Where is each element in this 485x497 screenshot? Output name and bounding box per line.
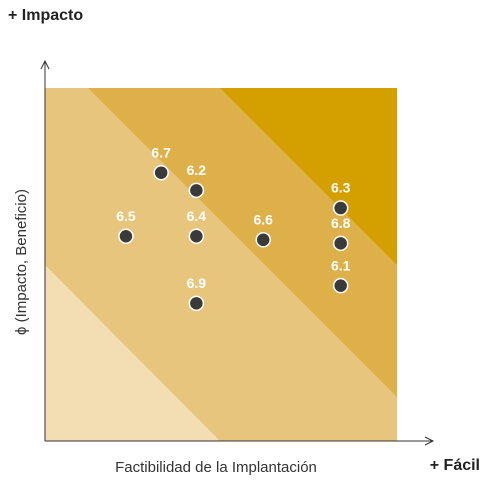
y-arrow <box>40 59 50 70</box>
point-label: 6.5 <box>116 208 136 224</box>
corner-x-label: + Fácil <box>430 457 480 474</box>
x-axis-title: Factibilidad de la Implantación <box>115 459 317 476</box>
point-label: 6.2 <box>187 162 207 178</box>
point-label: 6.3 <box>331 180 351 196</box>
point <box>188 182 205 199</box>
band <box>45 265 220 441</box>
band <box>220 88 397 265</box>
corner-y-label: + Impacto <box>8 7 83 24</box>
point-label: 6.8 <box>331 215 351 231</box>
x-arrow <box>424 436 435 446</box>
background-bands <box>45 88 397 441</box>
y-axis-title: ϕ (Impacto, Beneficio) <box>13 189 30 335</box>
point <box>332 235 349 252</box>
point <box>188 228 205 245</box>
point-label: 6.7 <box>151 144 171 160</box>
point <box>332 200 349 216</box>
point-label: 6.9 <box>187 275 207 291</box>
point <box>118 228 134 245</box>
point-label: 6.4 <box>187 208 207 224</box>
point-label: 6.1 <box>331 257 351 273</box>
point <box>332 277 349 294</box>
point <box>153 164 169 181</box>
point <box>188 295 205 312</box>
point-label: 6.6 <box>254 211 274 227</box>
point <box>255 232 271 248</box>
